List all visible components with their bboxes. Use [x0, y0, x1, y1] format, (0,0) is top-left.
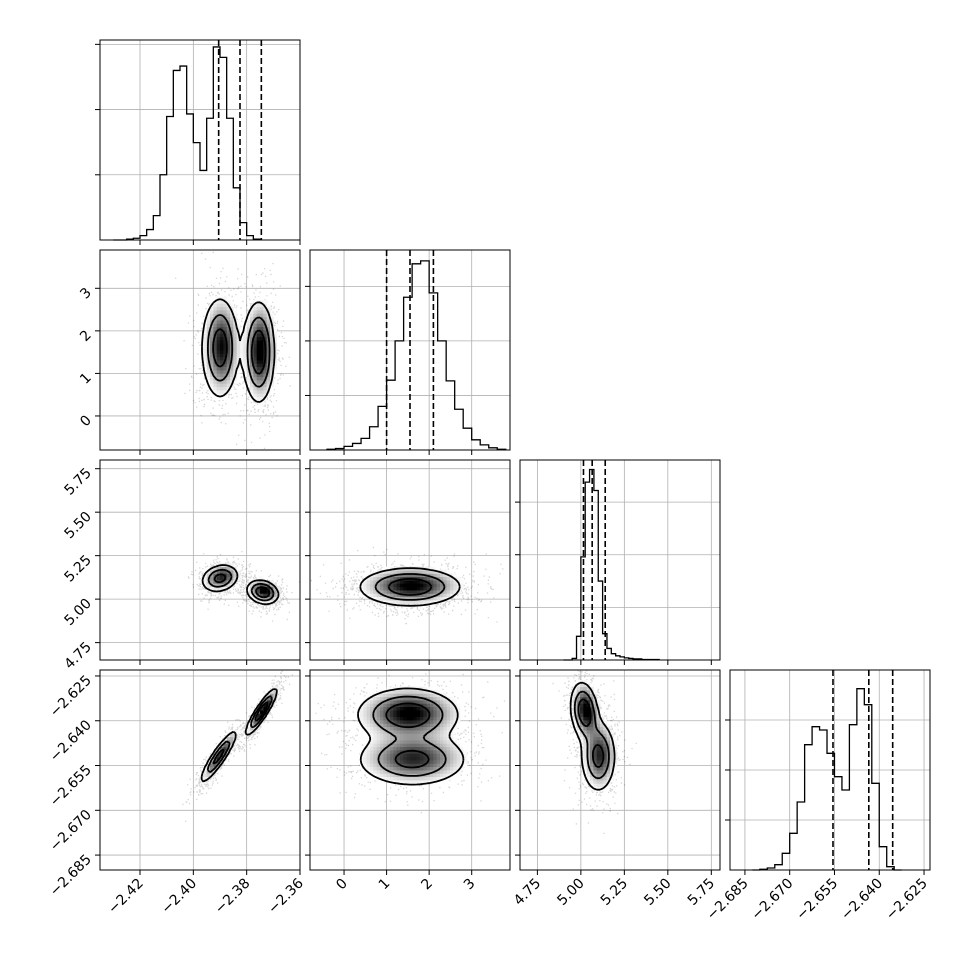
contour-level-0 [201, 298, 276, 403]
histogram-panel-1 [305, 249, 511, 451]
histogram-step-3 [752, 688, 902, 871]
contour-level-2 [385, 702, 431, 769]
y-tick-label-1-3: 3 [77, 285, 95, 303]
contour-level-1 [206, 695, 273, 774]
contour-level-2 [577, 698, 605, 768]
x-tick-label-0-0: −2.42 [105, 876, 147, 918]
x-tick-label-3-3: −2.640 [838, 876, 886, 924]
x-tick-label-0-3: −2.36 [265, 875, 307, 917]
x-tick-label-0-2: −2.38 [212, 876, 254, 918]
x-tick-label-1-3: 3 [461, 876, 479, 894]
histogram-panel-2 [515, 459, 721, 661]
density-panel-3-0 [99, 669, 301, 871]
x-tick-label-3-2: −2.655 [793, 876, 841, 924]
y-tick-label-1-2: 2 [77, 327, 95, 345]
x-tick-label-3-4: −2.625 [883, 876, 931, 924]
y-tick-label-2-2: 5.25 [61, 552, 94, 585]
x-tick-label-2-3: 5.50 [641, 876, 674, 909]
contour-level-1 [207, 568, 275, 602]
x-tick-label-2-0: 4.75 [511, 876, 544, 909]
contour-level-2 [212, 328, 267, 375]
contour-level-2 [212, 701, 269, 765]
density-panel-2-0 [99, 459, 301, 661]
y-tick-label-3-0: −2.685 [47, 852, 95, 900]
contour-level-0 [200, 688, 278, 783]
histogram-panel-0 [95, 39, 301, 241]
contour-level-2 [387, 578, 433, 596]
x-tick-label-1-0: 0 [333, 876, 351, 894]
contour-level-2 [213, 573, 271, 599]
contour-level-0 [201, 564, 280, 606]
x-tick-label-0-1: −2.40 [159, 876, 201, 918]
y-tick-label-3-1: −2.670 [47, 807, 95, 855]
y-tick-label-1-0: 0 [77, 412, 95, 430]
density-panel-3-1 [309, 669, 511, 871]
x-tick-label-2-2: 5.25 [598, 876, 631, 909]
histogram-step-0 [113, 46, 261, 241]
y-tick-label-2-3: 5.50 [61, 509, 94, 542]
x-tick-label-2-1: 5.00 [554, 876, 587, 909]
histogram-step-1 [326, 260, 507, 450]
y-tick-label-2-1: 5.00 [61, 596, 94, 629]
y-tick-label-2-4: 5.75 [61, 465, 94, 498]
contour-level-0 [357, 687, 465, 786]
histogram-step-2 [563, 468, 660, 661]
y-tick-label-3-4: −2.625 [47, 672, 95, 720]
y-tick-label-3-3: −2.640 [47, 717, 95, 765]
x-tick-label-1-1: 1 [376, 876, 394, 894]
y-tick-label-1-1: 1 [77, 370, 95, 388]
y-tick-label-2-0: 4.75 [61, 639, 94, 672]
contour-level-0 [569, 681, 616, 791]
density-panel-1-0 [99, 249, 301, 451]
histogram-panel-3 [725, 669, 931, 871]
contour-level-1 [372, 695, 447, 777]
y-tick-label-3-2: −2.655 [47, 762, 95, 810]
density-panel-2-1 [309, 459, 511, 661]
contour-level-1 [207, 313, 271, 388]
contour-level-0 [359, 567, 461, 607]
contour-level-1 [573, 690, 610, 780]
x-tick-label-1-2: 2 [418, 876, 436, 894]
contour-level-1 [374, 573, 446, 601]
x-tick-label-3-1: −2.670 [749, 876, 797, 924]
density-panel-3-2 [519, 669, 721, 871]
